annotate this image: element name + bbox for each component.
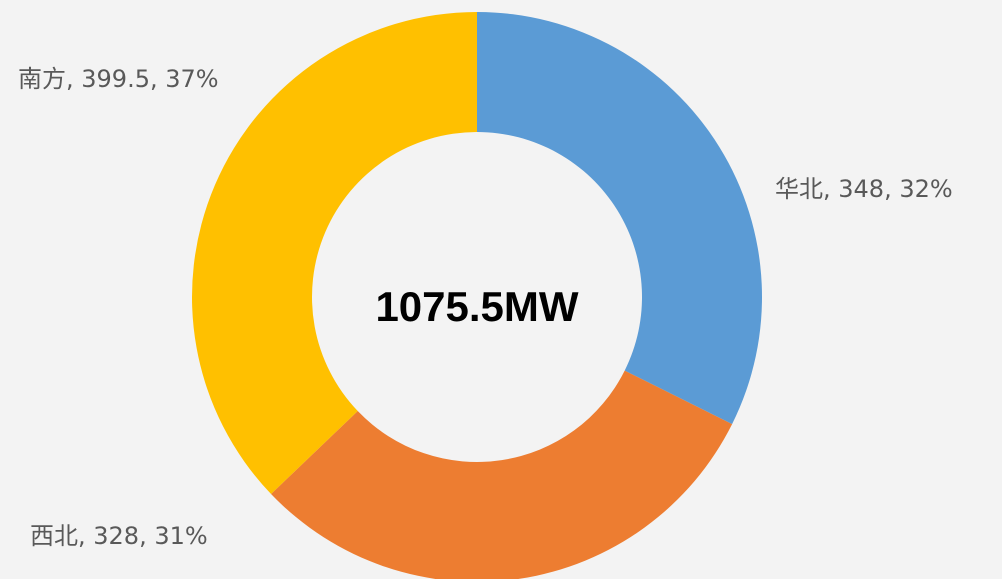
slices bbox=[192, 12, 763, 579]
center-label: 1075.5MW bbox=[375, 283, 578, 330]
donut-slice bbox=[271, 370, 733, 579]
data-label: 华北, 348, 32% bbox=[775, 175, 953, 203]
donut-slice bbox=[477, 12, 763, 425]
data-label: 西北, 328, 31% bbox=[30, 522, 208, 550]
data-label: 南方, 399.5, 37% bbox=[18, 65, 219, 93]
donut-slice bbox=[192, 12, 477, 494]
